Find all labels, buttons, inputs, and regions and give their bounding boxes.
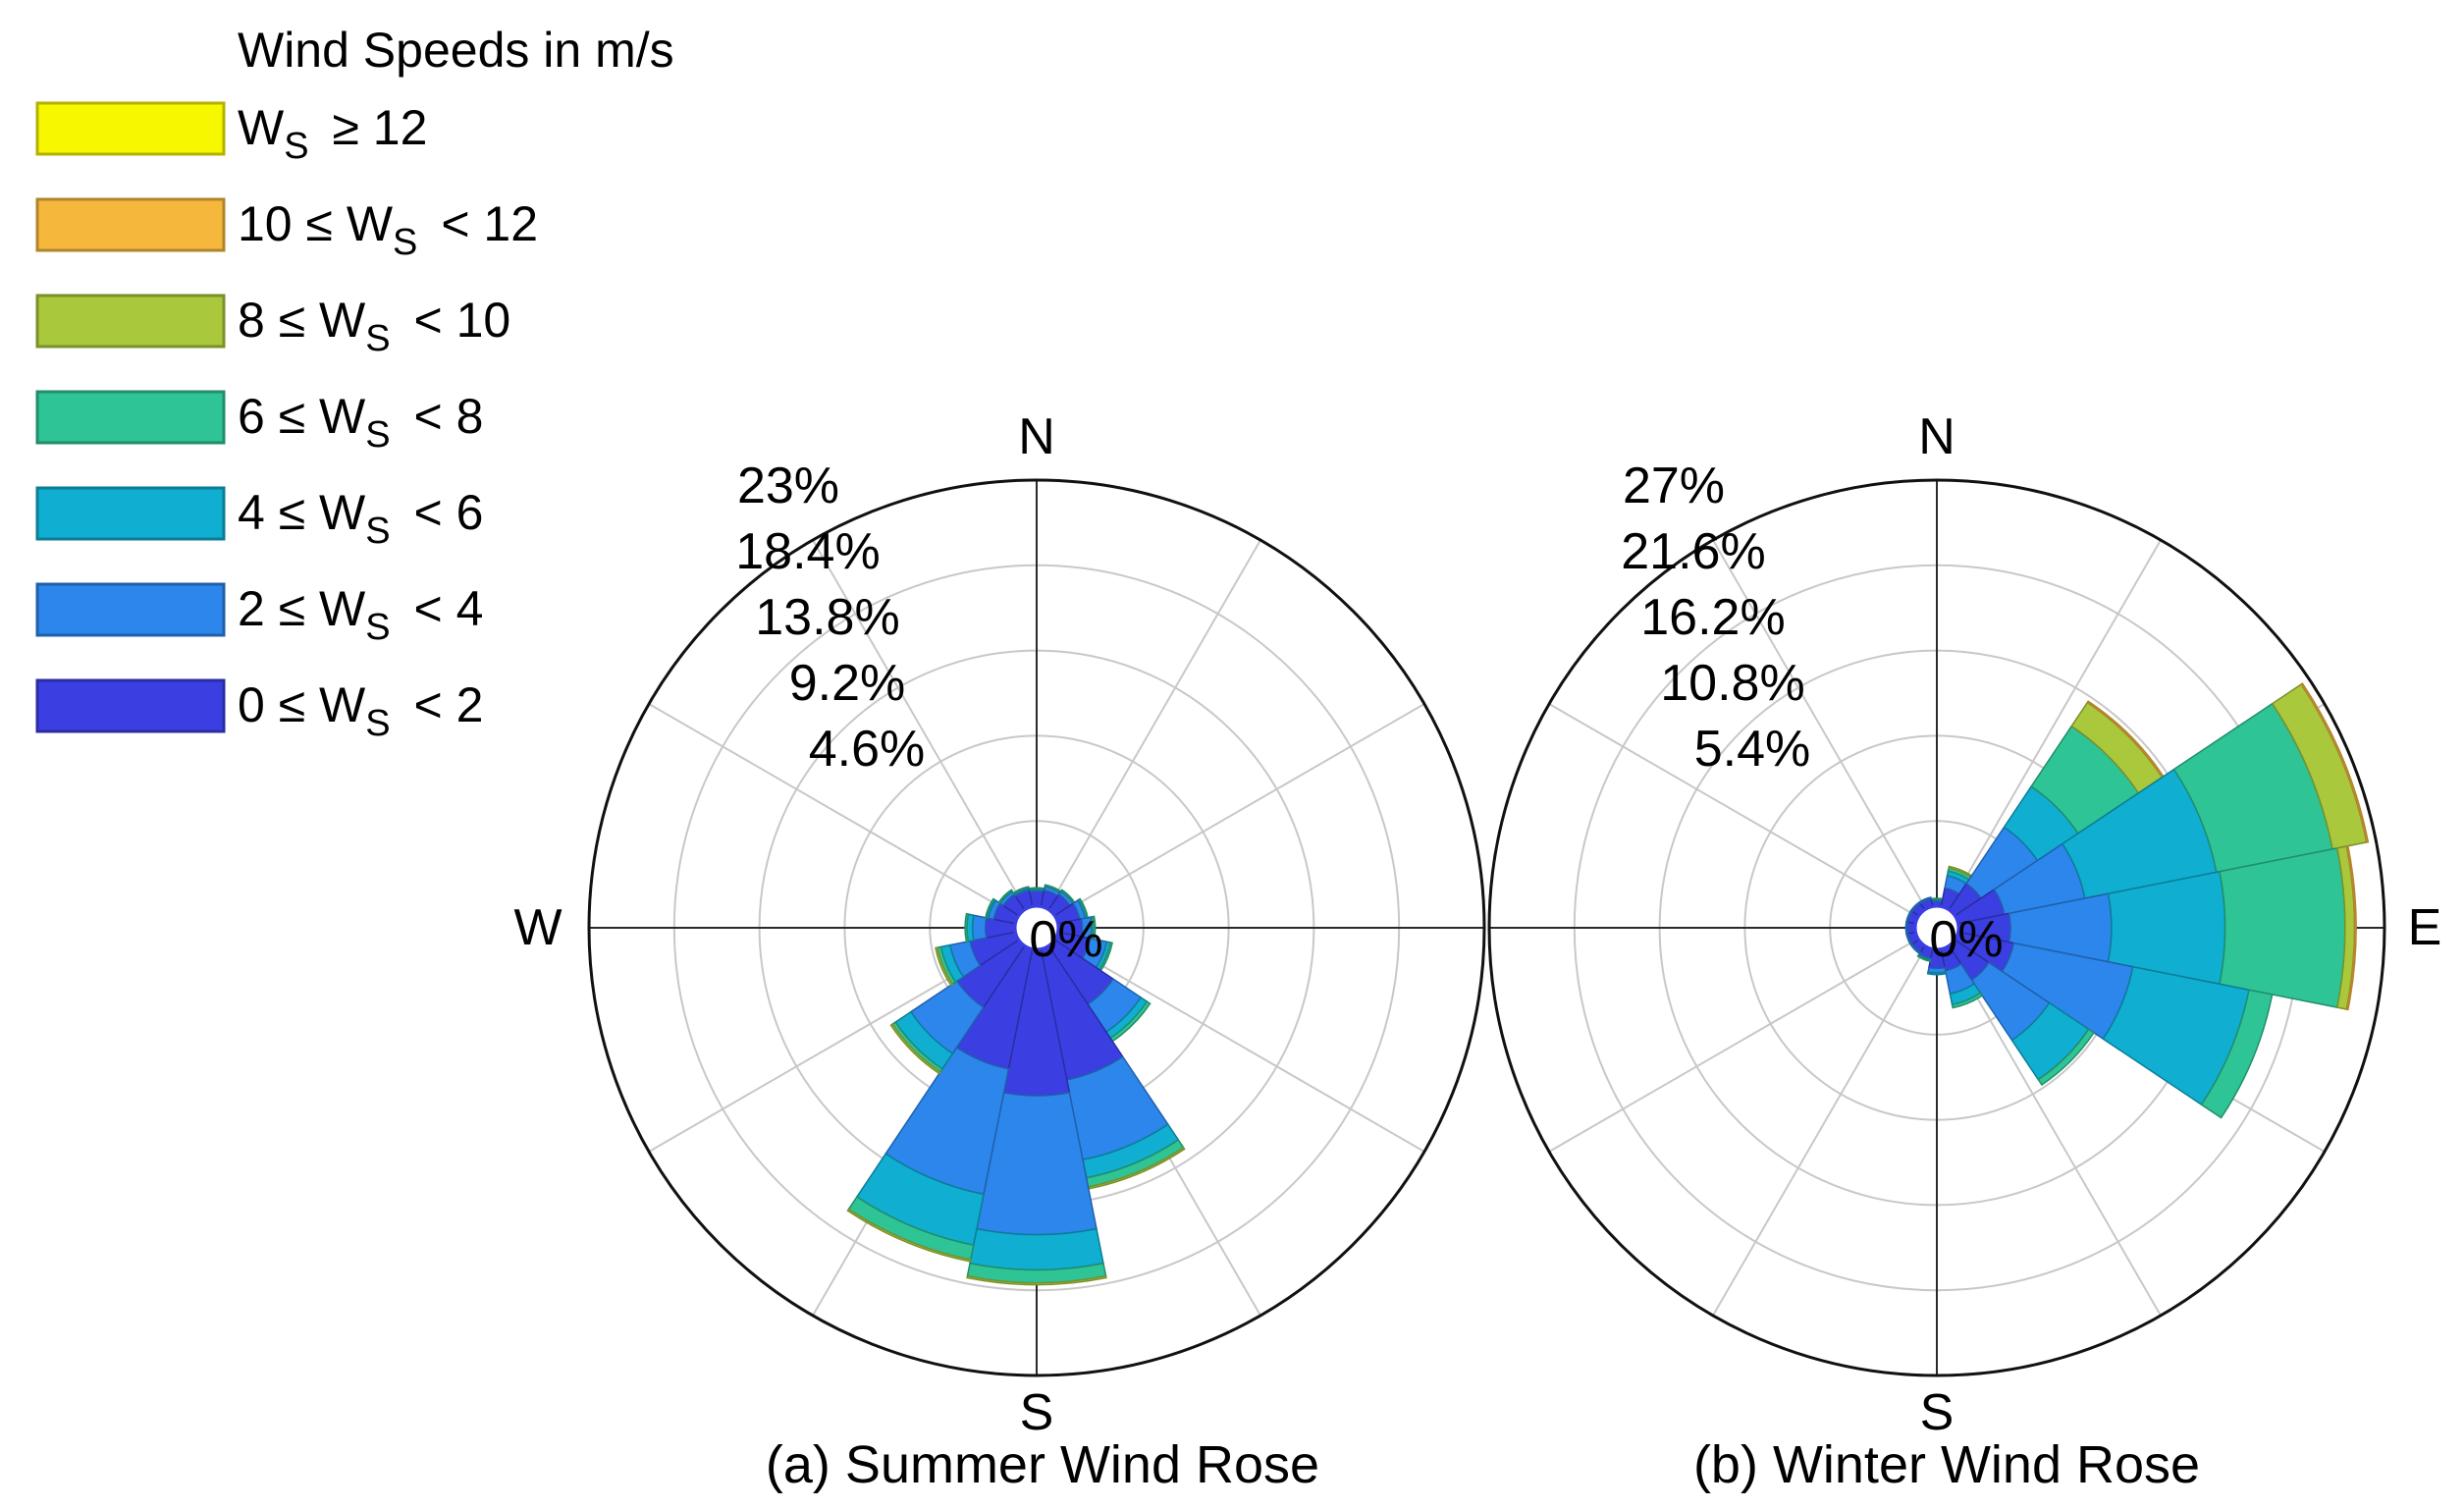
summer-sector-202.5-bin-4 [846, 1208, 972, 1263]
legend-label-b0: 0 ≤ WS < 2 [238, 677, 483, 744]
grid-spoke [1548, 927, 1938, 1153]
legend-label-b6: WS ≥ 12 [238, 100, 427, 167]
winter-sector-90-bin-5 [2345, 844, 2357, 1011]
outer-circle [587, 478, 1486, 1377]
winter-wind-rose: 27% 21.6% 16.2% 10.8% 5.4% N E S 0% (b) Wint… [1487, 408, 2442, 1494]
winter-sector-67.5-bin-5 [2300, 682, 2370, 843]
legend-swatch-b0 [35, 678, 226, 733]
summer-ring-label: 13.8% [755, 589, 899, 646]
winter-sector-337.5-bin-1 [1918, 896, 1933, 905]
winter-sector-135-bin-3 [2037, 1028, 2096, 1087]
winter-sector-270-bin-1 [1904, 920, 1909, 936]
winter-sector-157.5-bin-3 [1951, 992, 1984, 1009]
summer-ring-label: 23% [737, 458, 839, 514]
summer-sector-180-bin-2 [969, 1227, 1104, 1271]
winter-ring-label: 21.6% [1621, 523, 1765, 580]
summer-caption: (a) Summer Wind Rose [766, 1435, 1319, 1494]
summer-sector-315-bin-3 [997, 889, 1013, 904]
winter-center-label: 0% [1929, 911, 2003, 968]
legend: Wind Speeds in m/s WS ≥ 12 10 ≤ WS < 12 8 … [35, 23, 674, 744]
winter-caption: (b) Winter Wind Rose [1693, 1435, 2200, 1494]
legend-label-b2: 4 ≤ WS < 6 [238, 485, 483, 552]
summer-ring-label: 4.6% [809, 721, 926, 778]
summer-sector-270-bin-1 [971, 914, 988, 942]
winter-compass-n: N [1918, 408, 1955, 465]
grid-spoke [648, 703, 1038, 929]
center-hole [1913, 904, 1960, 951]
winter-ring-label: 5.4% [1694, 721, 1811, 778]
legend-label-b1: 2 ≤ WS < 4 [238, 581, 483, 648]
legend-swatch-b4 [35, 294, 226, 349]
summer-sector-337.5-bin-3 [1012, 886, 1030, 895]
legend-swatch-b3 [35, 390, 226, 445]
summer-sector-225-bin-4 [889, 1023, 941, 1075]
winter-ring-label: 27% [1623, 458, 1725, 514]
legend-label-b4: 8 ≤ WS < 10 [238, 293, 510, 359]
grid-spoke [1712, 539, 1938, 929]
summer-bars [846, 884, 1186, 1286]
summer-ring-labels: 23% 18.4% 13.8% 9.2% 4.6% [735, 458, 925, 778]
winter-sector-180-bin-2 [1926, 971, 1948, 976]
summer-sector-292.5-bin-3 [985, 897, 995, 919]
legend-swatch-b2 [35, 486, 226, 541]
summer-ring-label: 9.2% [789, 655, 906, 712]
summer-sector-180-bin-4 [966, 1274, 1107, 1286]
grid-spoke [1036, 539, 1261, 929]
summer-center [1013, 904, 1060, 951]
outer-circle [1487, 478, 2386, 1377]
grid-spoke [812, 539, 1038, 929]
winter-compass-e: E [2408, 899, 2442, 956]
legend-swatch-b5 [35, 197, 226, 252]
winter-ring-labels: 27% 21.6% 16.2% 10.8% 5.4% [1621, 458, 1810, 778]
legend-swatch-b6 [35, 101, 226, 156]
winter-sector-202.5-bin-3 [1916, 954, 1932, 963]
legend-swatch-b1 [35, 582, 226, 637]
grid-spoke [1712, 927, 1938, 1317]
summer-sector-0-bin-3 [1028, 887, 1045, 890]
grid-spoke [1548, 703, 1938, 929]
legend-label-b5: 10 ≤ WS < 12 [238, 196, 538, 263]
summer-center-label: 0% [1029, 911, 1102, 968]
summer-compass-s: S [1020, 1384, 1054, 1441]
summer-compass-n: N [1018, 408, 1055, 465]
winter-bars [1904, 682, 2370, 1119]
summer-sector-247.5-bin-4 [935, 946, 954, 987]
summer-sector-270-bin-3 [964, 912, 970, 943]
winter-sector-90-bin-3 [2219, 846, 2346, 1009]
grid-spoke [1936, 539, 2162, 929]
summer-wind-rose: 23% 18.4% 13.8% 9.2% 4.6% N W S 0% (a) Summe… [513, 408, 1486, 1494]
center-hole [1013, 904, 1060, 951]
summer-compass-w: W [513, 899, 562, 956]
winter-sector-0-bin-3 [1930, 897, 1944, 901]
winter-center [1913, 904, 1960, 951]
summer-ring-label: 18.4% [735, 523, 880, 580]
winter-ring-label: 16.2% [1640, 589, 1785, 646]
legend-label-b3: 6 ≤ WS < 8 [238, 389, 483, 456]
winter-compass-s: S [1920, 1384, 1955, 1441]
legend-items: WS ≥ 12 10 ≤ WS < 12 8 ≤ WS < 10 6 ≤ WS < 8… [35, 100, 538, 744]
winter-sector-112.5-bin-3 [2200, 989, 2274, 1119]
winter-ring-label: 10.8% [1660, 655, 1804, 712]
grid-spoke [1036, 703, 1425, 929]
legend-title: Wind Speeds in m/s [238, 23, 674, 78]
